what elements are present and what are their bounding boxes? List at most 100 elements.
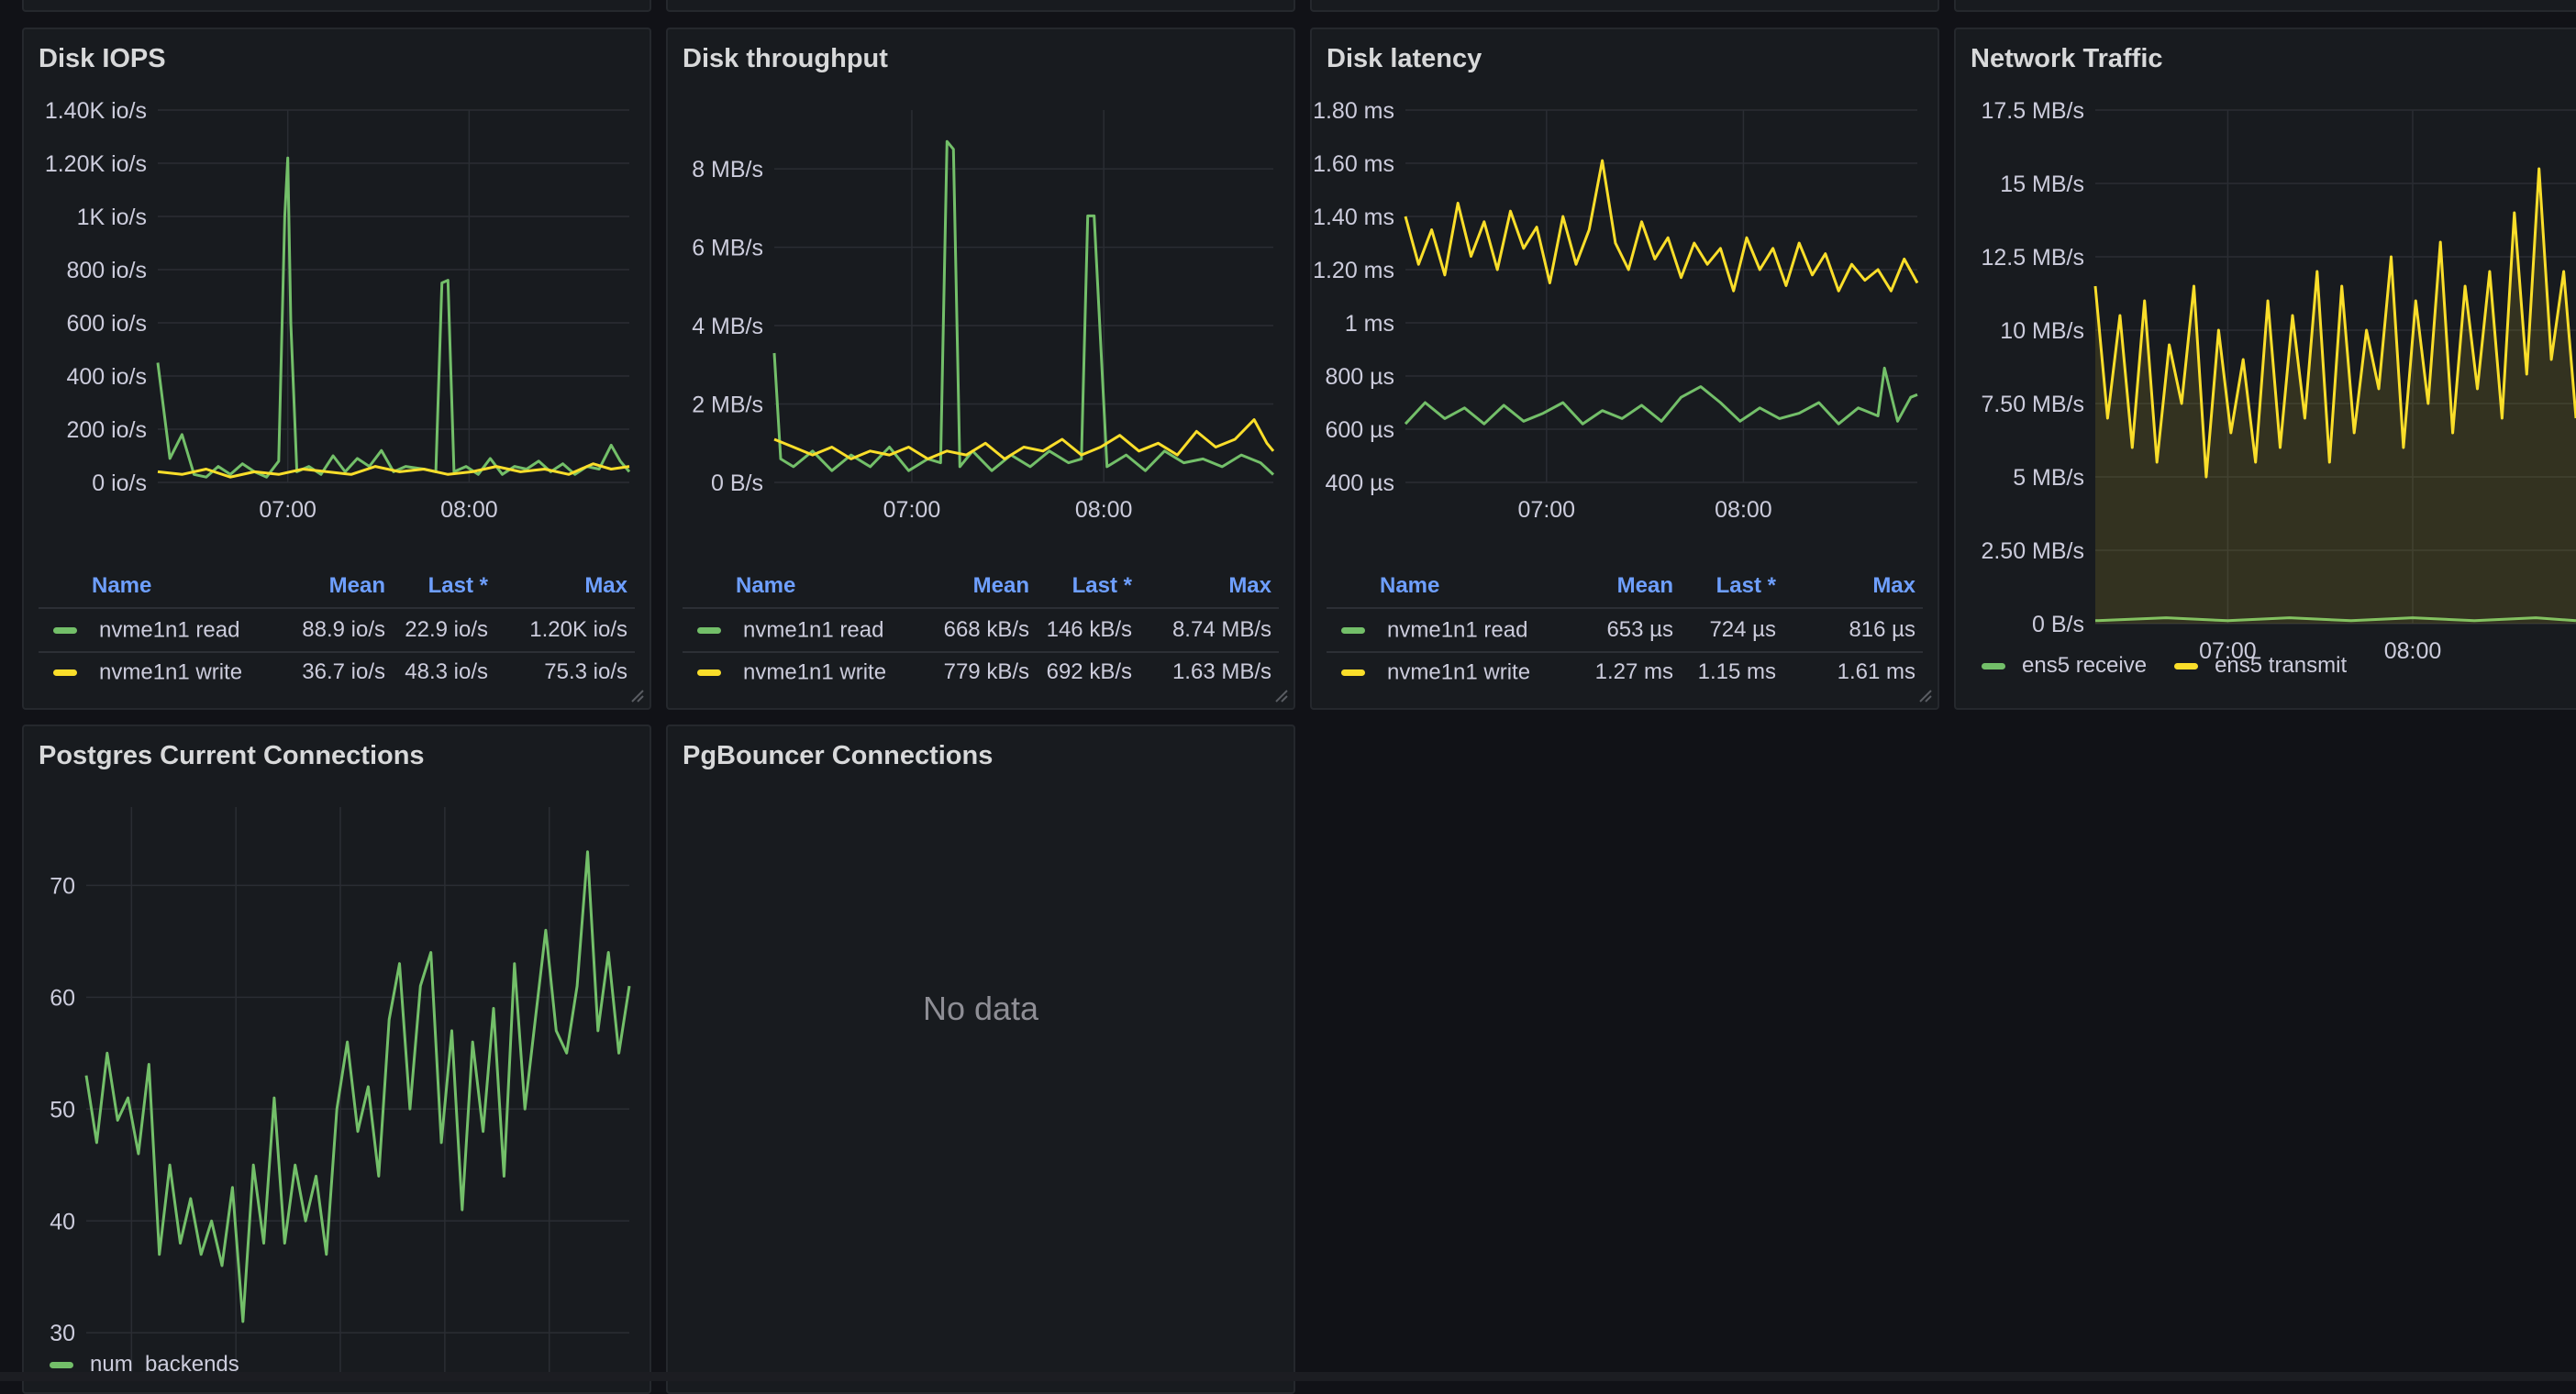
series-color-swatch[interactable] xyxy=(697,626,721,634)
series-color-swatch[interactable] xyxy=(53,626,77,634)
legend-header-name[interactable]: Name xyxy=(736,573,796,598)
y-tick-label: 12.5 MB/s xyxy=(1981,245,2084,271)
legend-row[interactable]: nvme1n1 read 653 µs 724 µs 816 µs xyxy=(1327,609,1923,653)
series-line-num_backends xyxy=(84,850,631,1323)
legend-mean: 88.9 io/s xyxy=(302,617,385,642)
series-line-nvme1n1-read xyxy=(772,139,1275,476)
y-tick-label: 1.80 ms xyxy=(1313,98,1394,124)
y-tick-label: 1.40K io/s xyxy=(45,98,147,124)
y-tick-label: 1.20K io/s xyxy=(45,151,147,177)
y-tick-label: 60 xyxy=(50,985,75,1011)
y-tick-label: 15 MB/s xyxy=(2000,171,2084,197)
legend-header-max[interactable]: Max xyxy=(1228,573,1271,598)
y-tick-label: 17.5 MB/s xyxy=(1981,98,2084,124)
legend-header-mean[interactable]: Mean xyxy=(972,573,1029,598)
network-traffic-chart[interactable]: 0 B/s 2.50 MB/s 5 MB/s 7.50 MB/s 10 MB/s 12.5… xyxy=(1956,84,2576,671)
y-tick-label: 1.20 ms xyxy=(1313,258,1394,283)
y-tick-label: 40 xyxy=(50,1209,75,1234)
series-line-nvme1n1-write xyxy=(157,462,630,479)
legend-row[interactable]: nvme1n1 read 88.9 io/s 22.9 io/s 1.20K i… xyxy=(39,609,635,653)
legend-header-last[interactable]: Last * xyxy=(1715,573,1776,598)
panel-title[interactable]: Network Traffic xyxy=(1971,44,2163,73)
legend-max: 1.20K io/s xyxy=(529,617,627,642)
disk-latency-legend: Name Mean Last * Max nvme1n1 read 653 µs… xyxy=(1327,565,1923,703)
disk-throughput-legend: Name Mean Last * Max nvme1n1 read 668 kB… xyxy=(683,565,1279,703)
panel-above-1 xyxy=(22,0,651,12)
series-area xyxy=(2095,169,2576,624)
y-tick-label: 6 MB/s xyxy=(692,236,763,261)
legend-header-name[interactable]: Name xyxy=(92,573,152,598)
panel-title[interactable]: Disk latency xyxy=(1327,44,1482,73)
x-tick-label: 08:00 xyxy=(1715,497,1772,523)
legend-header-last[interactable]: Last * xyxy=(1071,573,1132,598)
bottom-bar xyxy=(0,1372,2576,1381)
series-line-nvme1n1-write xyxy=(1404,159,1919,293)
legend-row[interactable]: nvme1n1 write 779 kB/s 692 kB/s 1.63 MB/… xyxy=(683,651,1279,693)
legend-series-name: nvme1n1 read xyxy=(99,617,240,643)
legend-mean: 1.27 ms xyxy=(1594,659,1673,684)
resize-handle-icon[interactable] xyxy=(631,690,644,703)
legend-max: 1.61 ms xyxy=(1837,659,1915,684)
series-color-swatch[interactable] xyxy=(50,1361,73,1368)
legend-row[interactable]: nvme1n1 read 668 kB/s 146 kB/s 8.74 MB/s xyxy=(683,609,1279,653)
y-tick-label: 400 io/s xyxy=(66,364,147,390)
legend-last: 146 kB/s xyxy=(1046,617,1132,642)
y-tick-label: 1 ms xyxy=(1345,311,1394,337)
x-tick-label: 07:00 xyxy=(1518,497,1576,523)
legend-last: 692 kB/s xyxy=(1046,659,1132,684)
series-color-swatch[interactable] xyxy=(697,669,721,676)
series-color-swatch[interactable] xyxy=(1982,662,2005,669)
legend-header-max[interactable]: Max xyxy=(1872,573,1915,598)
legend-series-name: nvme1n1 read xyxy=(1387,617,1528,643)
panel-title[interactable]: Postgres Current Connections xyxy=(39,741,425,770)
disk-throughput-chart[interactable]: 0 B/s 2 MB/s 4 MB/s 6 MB/s 8 MB/s 07:00 08:00 xyxy=(668,84,1295,598)
legend-last: 1.15 ms xyxy=(1697,659,1776,684)
panel-title[interactable]: PgBouncer Connections xyxy=(683,741,994,770)
legend-header-mean[interactable]: Mean xyxy=(1616,573,1673,598)
x-tick-label: 07:00 xyxy=(259,497,316,523)
resize-handle-icon[interactable] xyxy=(1275,690,1288,703)
legend-series-name: nvme1n1 write xyxy=(99,659,243,685)
legend-header-name[interactable]: Name xyxy=(1380,573,1440,598)
series-color-swatch[interactable] xyxy=(1341,669,1365,676)
legend-header-mean[interactable]: Mean xyxy=(328,573,385,598)
x-tick-label: 07:00 xyxy=(2199,638,2257,664)
y-tick-label: 800 io/s xyxy=(66,258,147,283)
legend-series-name: nvme1n1 read xyxy=(743,617,884,643)
legend-series-name: nvme1n1 write xyxy=(743,659,887,685)
disk-iops-panel: Disk IOPS 0 io/s 200 io/s 400 io/s 600 io/s… xyxy=(22,28,651,710)
legend-series-name: nvme1n1 write xyxy=(1387,659,1531,685)
panel-title[interactable]: Disk throughput xyxy=(683,44,888,73)
series-color-swatch[interactable] xyxy=(2174,662,2199,669)
y-tick-label: 30 xyxy=(50,1321,75,1346)
y-tick-label: 0 B/s xyxy=(711,470,763,496)
legend-mean: 36.7 io/s xyxy=(302,659,385,684)
legend-header-max[interactable]: Max xyxy=(584,573,627,598)
disk-latency-chart[interactable]: 400 µs 600 µs 800 µs 1 ms 1.20 ms 1.40 ms 1.60… xyxy=(1312,84,1939,598)
series-color-swatch[interactable] xyxy=(53,669,77,676)
y-tick-label: 800 µs xyxy=(1325,364,1394,390)
legend-row[interactable]: nvme1n1 write 36.7 io/s 48.3 io/s 75.3 i… xyxy=(39,651,635,693)
y-tick-label: 4 MB/s xyxy=(692,314,763,339)
y-tick-label: 2.50 MB/s xyxy=(1981,538,2084,564)
series-line-nvme1n1-write xyxy=(773,418,1275,460)
no-data-message: No data xyxy=(922,990,1039,1027)
series-color-swatch[interactable] xyxy=(1341,626,1365,634)
legend-header: Name Mean Last * Max xyxy=(683,565,1279,609)
disk-iops-chart[interactable]: 0 io/s 200 io/s 400 io/s 600 io/s 800 io/s 1K… xyxy=(24,84,651,598)
y-tick-label: 400 µs xyxy=(1325,470,1394,496)
legend-last: 724 µs xyxy=(1709,617,1776,642)
series-line-ens5-receive xyxy=(2094,616,2576,623)
resize-handle-icon[interactable] xyxy=(1919,690,1932,703)
y-tick-label: 8 MB/s xyxy=(692,157,763,183)
legend-max: 1.63 MB/s xyxy=(1171,659,1271,684)
y-tick-label: 50 xyxy=(50,1097,75,1123)
legend-item[interactable]: ens5 receive xyxy=(1982,653,2147,679)
legend-mean: 779 kB/s xyxy=(943,659,1029,684)
panel-title[interactable]: Disk IOPS xyxy=(39,44,166,73)
legend-item[interactable]: ens5 transmit xyxy=(2174,653,2347,679)
legend-row[interactable]: nvme1n1 write 1.27 ms 1.15 ms 1.61 ms xyxy=(1327,651,1923,693)
legend-series-name: ens5 transmit xyxy=(2215,653,2348,678)
legend-header-last[interactable]: Last * xyxy=(427,573,488,598)
